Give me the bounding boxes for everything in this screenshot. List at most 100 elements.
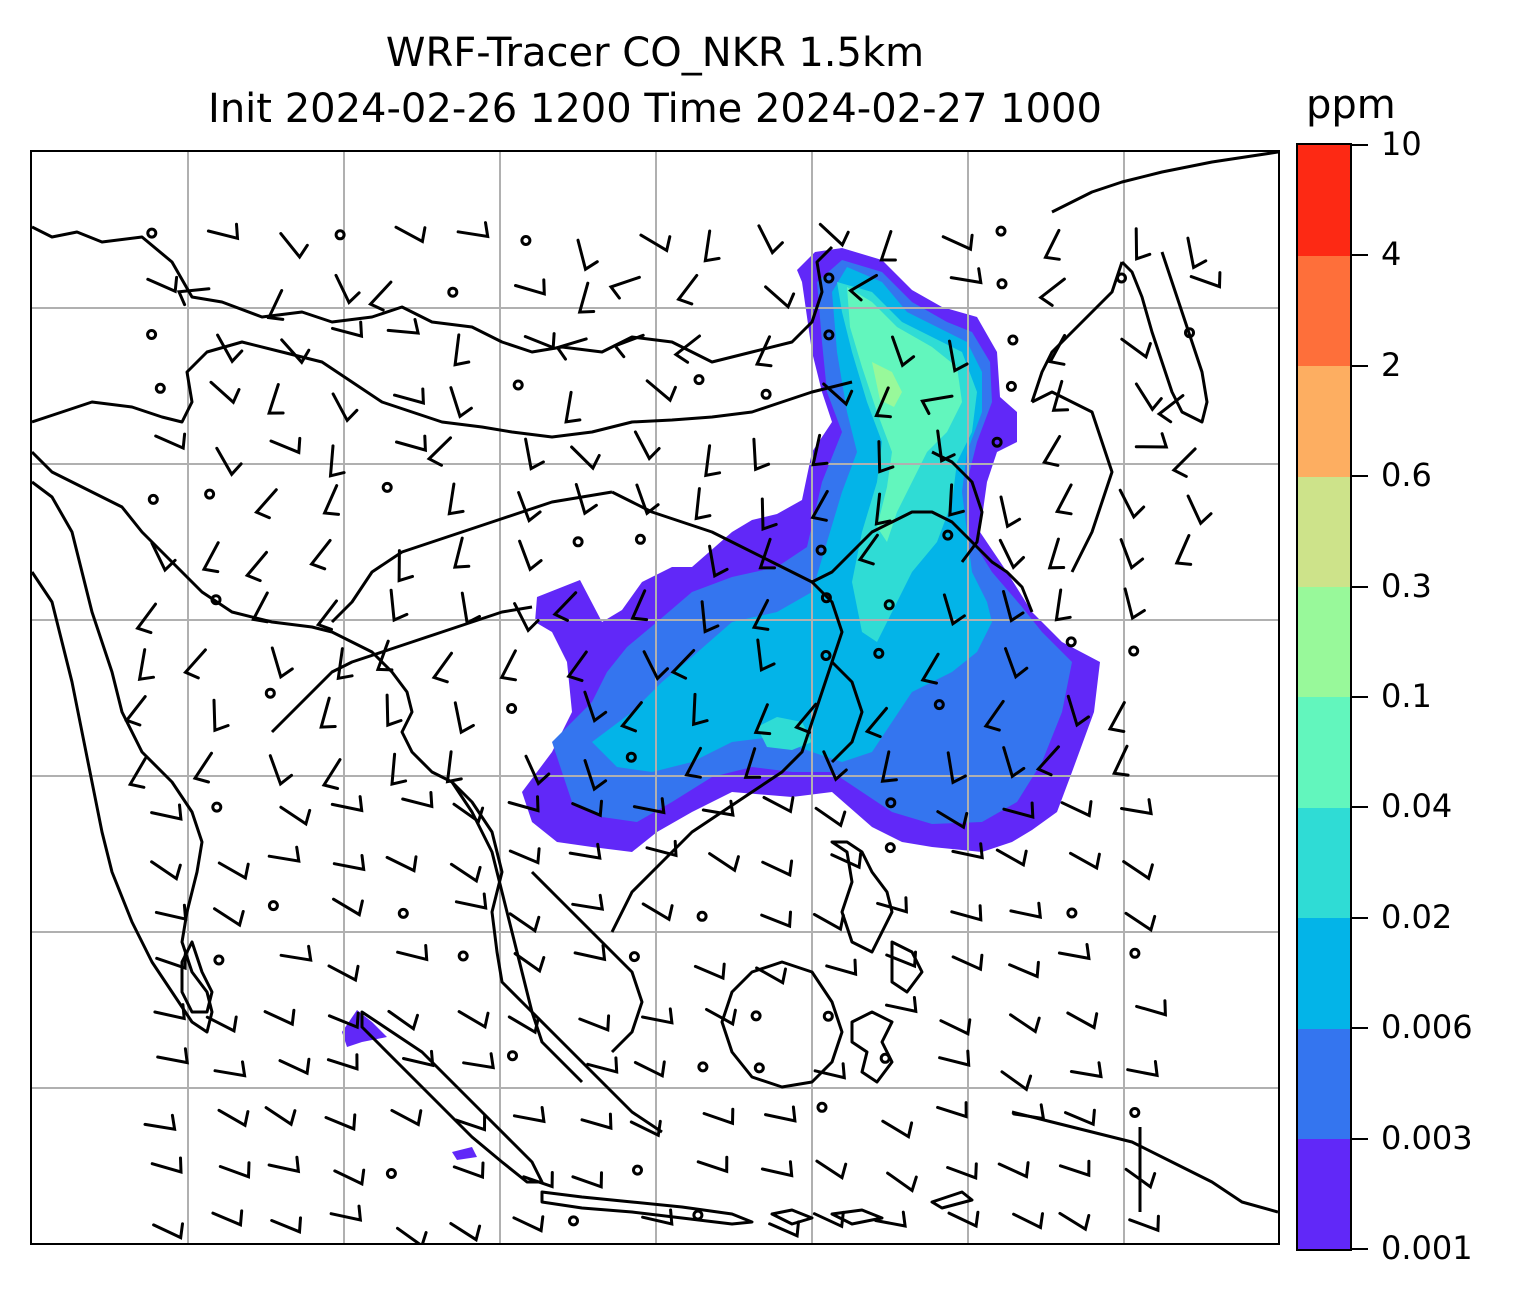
wind-barb bbox=[751, 599, 770, 631]
wind-barb bbox=[757, 224, 784, 256]
wind-barb bbox=[402, 1049, 435, 1068]
wind-barb bbox=[946, 1162, 978, 1181]
wind-barb bbox=[326, 1053, 359, 1071]
wind-barb bbox=[696, 1155, 729, 1174]
wind-barb bbox=[583, 690, 608, 724]
wind-barb bbox=[330, 795, 364, 813]
wind-barb bbox=[762, 796, 795, 814]
wind-barb bbox=[154, 432, 187, 451]
colorbar-tick-10 bbox=[1352, 144, 1368, 146]
wind-barb bbox=[192, 751, 213, 784]
wind-barb bbox=[336, 647, 354, 681]
wind-barb bbox=[512, 1215, 545, 1233]
wind-barb bbox=[453, 701, 475, 735]
calm-marker bbox=[753, 1062, 765, 1074]
calm-marker bbox=[750, 1010, 762, 1022]
wind-barb bbox=[309, 538, 332, 571]
wind-barb bbox=[1047, 537, 1066, 570]
calm-marker bbox=[873, 647, 885, 659]
colorbar-unit-label: ppm bbox=[1306, 82, 1396, 128]
calm-marker bbox=[154, 382, 166, 394]
wind-barb bbox=[205, 1015, 238, 1034]
wind-barb bbox=[704, 444, 722, 478]
wind-barb bbox=[948, 483, 965, 517]
calm-marker bbox=[572, 536, 584, 548]
wind-barb bbox=[1120, 337, 1152, 360]
wind-barb bbox=[642, 650, 669, 682]
wind-barb bbox=[267, 1155, 301, 1174]
coastlines-borders bbox=[32, 152, 1278, 1226]
wind-barb bbox=[401, 791, 434, 809]
colorbar-tick-3 bbox=[1352, 916, 1368, 919]
wind-barb bbox=[818, 222, 850, 248]
colorbar-band-2 bbox=[1298, 917, 1350, 1029]
wind-barb bbox=[1002, 590, 1025, 623]
colorbar-tick-9 bbox=[1352, 254, 1368, 257]
wind-barb bbox=[279, 805, 312, 827]
wind-barb bbox=[153, 1003, 186, 1021]
wind-barb bbox=[586, 1056, 619, 1074]
calm-marker bbox=[991, 436, 1003, 448]
wind-barb bbox=[874, 492, 892, 526]
wind-barb bbox=[393, 387, 425, 405]
wind-barb bbox=[1009, 901, 1043, 919]
wind-barb bbox=[1038, 277, 1066, 307]
wind-barb bbox=[513, 602, 540, 633]
wind-barb bbox=[269, 436, 302, 455]
colorbar-tick-label-3: 0.02 bbox=[1381, 897, 1453, 936]
colorbar-tick-label-5: 0.1 bbox=[1381, 677, 1432, 715]
wind-barb bbox=[812, 912, 845, 932]
wind-barb bbox=[1054, 588, 1072, 622]
wind-barb bbox=[998, 538, 1025, 570]
wind-barb bbox=[389, 588, 409, 623]
wind-barb bbox=[885, 950, 917, 969]
wind-barb bbox=[999, 495, 1022, 529]
wind-barb bbox=[176, 287, 211, 307]
wind-barb bbox=[564, 390, 582, 424]
calm-marker bbox=[146, 227, 158, 239]
wind-barb bbox=[206, 222, 240, 241]
wind-barb bbox=[1174, 534, 1193, 566]
wind-barb bbox=[385, 693, 403, 728]
wind-barb bbox=[1002, 746, 1026, 779]
wind-barb bbox=[629, 1119, 662, 1138]
wind-barb bbox=[1122, 860, 1154, 881]
wind-barb bbox=[1051, 379, 1070, 412]
wind-barb bbox=[571, 893, 605, 911]
wind-barb bbox=[396, 1226, 428, 1243]
wind-barb bbox=[848, 273, 878, 302]
wind-barb bbox=[209, 380, 241, 405]
calm-marker bbox=[879, 1052, 891, 1064]
wind-barb bbox=[632, 797, 666, 815]
wind-barb bbox=[508, 912, 541, 934]
calm-marker bbox=[884, 842, 896, 854]
wind-barb bbox=[263, 1008, 296, 1027]
wind-barb bbox=[322, 484, 340, 516]
map-gridlines bbox=[32, 152, 1278, 1243]
wind-barb bbox=[573, 943, 607, 962]
calm-marker bbox=[1129, 1107, 1141, 1118]
calm-marker bbox=[996, 278, 1008, 290]
wind-barb bbox=[251, 591, 269, 624]
wind-barb bbox=[217, 861, 250, 881]
wind-barb bbox=[449, 862, 482, 884]
wind-barb bbox=[124, 695, 147, 727]
wind-barb bbox=[578, 1014, 611, 1033]
wind-barb bbox=[619, 701, 643, 733]
wind-barb bbox=[568, 842, 602, 860]
colorbar-tick-4 bbox=[1352, 806, 1368, 809]
colorbar-tick-5 bbox=[1352, 696, 1368, 698]
colorbar-band-7 bbox=[1298, 365, 1350, 477]
calm-marker bbox=[1007, 334, 1019, 346]
wind-barb bbox=[574, 483, 598, 516]
wind-barb bbox=[702, 1107, 735, 1126]
colorbar-tick-label-2: 0.006 bbox=[1381, 1008, 1473, 1047]
colorbar-tick-7 bbox=[1352, 475, 1368, 478]
wind-barb bbox=[387, 1009, 419, 1032]
calm-marker bbox=[634, 533, 646, 545]
colorbar-tick-2 bbox=[1352, 1027, 1368, 1030]
wind-barb bbox=[1066, 694, 1090, 728]
wind-barb bbox=[150, 541, 177, 573]
wind-barb bbox=[390, 752, 408, 787]
wind-barb bbox=[920, 652, 940, 685]
